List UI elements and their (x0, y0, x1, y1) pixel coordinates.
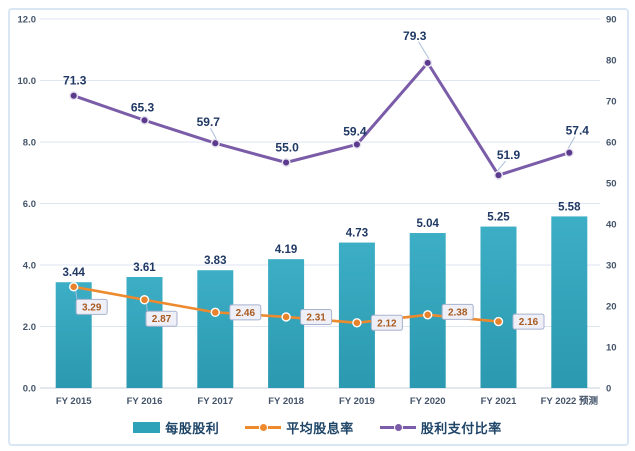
payout-data-label: 59.4 (343, 124, 367, 138)
purple-line-marker (423, 58, 433, 68)
x-axis-label: FY 2015 (56, 396, 92, 407)
left-axis-tick: 4.0 (23, 261, 36, 272)
bar-data-label: 4.73 (346, 228, 368, 240)
orange-line-marker (139, 295, 150, 305)
legend-label: 每股股利 (165, 421, 220, 436)
bar-FY 2021 (480, 226, 517, 388)
legend-item-dividend-per-share: 每股股利 (133, 418, 219, 437)
right-axis-tick: 80 (606, 56, 617, 67)
purple-line-marker (352, 139, 362, 150)
payout-data-label: 59.7 (197, 115, 221, 129)
left-axis-tick: 8.0 (23, 138, 36, 149)
chart-legend: 每股股利 平均股息率 股利支付比率 (0, 418, 635, 437)
yield-data-label: 3.29 (82, 302, 102, 313)
x-axis-label: FY 2016 (127, 396, 163, 407)
bar-data-label: 3.44 (63, 267, 86, 279)
yield-label-box (145, 310, 178, 327)
orange-line-swatch-icon (245, 422, 282, 433)
yield-label-box (441, 303, 474, 320)
payout-data-label: 51.9 (497, 148, 521, 162)
purple-line-marker (210, 138, 220, 148)
yield-label-box (370, 314, 403, 331)
legend-item-average-dividend-yield: 平均股息率 (245, 418, 354, 437)
yield-label-box (75, 298, 108, 315)
yield-data-label: 2.38 (448, 307, 468, 318)
yield-data-label: 2.46 (236, 308, 256, 319)
bar-data-label: 5.04 (417, 218, 440, 230)
left-axis-tick: 10.0 (18, 76, 37, 87)
purple-line-marker (493, 170, 504, 180)
legend-item-dividend-payout-ratio: 股利支付比率 (379, 418, 502, 437)
purple-line-marker (281, 157, 291, 168)
orange-line-marker (423, 310, 433, 320)
yield-data-label: 2.12 (377, 318, 397, 329)
yield-label-box (300, 308, 333, 325)
x-axis-label: FY 2019 (339, 396, 375, 407)
bar-FY 2018 (268, 259, 305, 388)
bar-data-label: 3.61 (133, 262, 156, 274)
payout-data-label: 55.0 (275, 141, 299, 155)
bar-FY 2016 (126, 276, 163, 388)
left-axis-tick: 6.0 (23, 199, 36, 210)
right-axis-tick: 0 (606, 384, 611, 395)
legend-label: 股利支付比率 (420, 421, 502, 436)
yield-label-box (512, 313, 545, 330)
right-axis-tick: 10 (606, 343, 617, 354)
right-axis-tick: 60 (606, 138, 617, 149)
right-axis-tick: 40 (606, 220, 617, 231)
bar-series-swatch-icon (133, 422, 161, 433)
yield-data-label: 2.16 (519, 317, 539, 328)
purple-line-marker (564, 148, 574, 158)
right-axis-tick: 70 (606, 97, 617, 108)
left-axis-tick: 2.0 (23, 322, 36, 333)
x-axis-label: FY 2022 预测 (541, 395, 599, 407)
bar-FY 2017 (197, 270, 234, 388)
bar-data-label: 3.83 (204, 255, 226, 267)
x-axis-label: FY 2017 (197, 396, 233, 407)
payout-data-label: 71.3 (63, 74, 87, 88)
bar-data-label: 5.25 (487, 212, 510, 224)
orange-line-marker (281, 312, 291, 322)
purple-line-marker (69, 91, 79, 101)
right-axis-tick: 30 (606, 261, 617, 272)
orange-line-marker (68, 282, 79, 292)
left-axis-tick: 12.0 (18, 15, 37, 26)
bar-data-label: 4.19 (275, 244, 297, 256)
yield-data-label: 2.31 (306, 312, 326, 323)
legend-label: 平均股息率 (286, 421, 354, 436)
purple-line-swatch-icon (379, 422, 416, 433)
yield-data-label: 2.87 (152, 314, 172, 325)
purple-line-marker (139, 115, 150, 125)
bar-FY 2022 预测 (551, 216, 588, 388)
x-axis-label: FY 2021 (481, 396, 517, 407)
bar-data-label: 5.58 (558, 201, 581, 213)
payout-data-label: 57.4 (566, 124, 590, 138)
payout-data-label: 65.3 (131, 100, 155, 114)
bar-FY 2015 (55, 282, 92, 388)
right-axis-tick: 20 (606, 302, 617, 313)
orange-line-marker (352, 318, 362, 328)
right-axis-tick: 90 (606, 15, 617, 26)
x-axis-label: FY 2020 (410, 396, 446, 407)
bar-FY 2019 (338, 242, 375, 388)
left-axis-tick: 0.0 (23, 384, 36, 395)
orange-line-marker (493, 316, 504, 327)
yield-label-box (229, 304, 262, 321)
orange-line-marker (210, 307, 221, 318)
payout-data-label: 79.3 (403, 29, 427, 43)
x-axis-label: FY 2018 (268, 396, 304, 407)
right-axis-tick: 50 (606, 179, 617, 190)
